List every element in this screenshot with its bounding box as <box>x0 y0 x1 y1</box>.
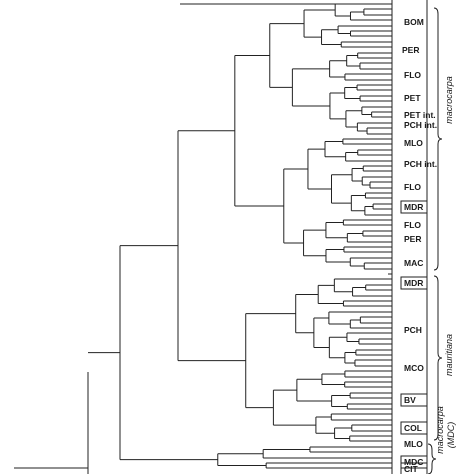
group-bracket <box>427 443 437 474</box>
label-box <box>400 393 428 407</box>
leaf-label: BOM <box>404 17 424 27</box>
group-label: macrocarpa <box>435 406 445 454</box>
label-box <box>400 276 428 290</box>
leaf-label: PET int. <box>404 110 436 120</box>
label-box <box>400 200 428 214</box>
leaf-label: PER <box>404 234 421 244</box>
leaf-label: BV <box>404 395 416 405</box>
group-brackets <box>391 0 443 474</box>
leaf-labels: BOM PER FLO PET PET int. PCH int. MLO PC… <box>402 17 437 474</box>
leaf-label: PER <box>402 45 419 55</box>
dendrogram-branches <box>14 3 388 474</box>
leaf-label: MDR <box>404 202 423 212</box>
leaf-label: FLO <box>404 70 421 80</box>
leaf-ticks <box>388 3 392 469</box>
leaf-label: MDR <box>404 278 423 288</box>
group-labels: macrocarpa mauritiana macrocarpa (MDC) <box>435 76 456 454</box>
leaf-label: PCH int. <box>404 159 437 169</box>
leaf-label: MCO <box>404 363 424 373</box>
leaf-label: MLO <box>404 138 423 148</box>
leaf-label: COL <box>404 423 422 433</box>
label-box <box>400 462 428 474</box>
group-label: mauritiana <box>444 334 454 376</box>
group-bracket <box>433 7 443 271</box>
leaf-label: MAC <box>404 258 423 268</box>
leaf-label: MDC <box>404 457 423 467</box>
leaf-label: FLO <box>404 220 421 230</box>
group-label: macrocarpa <box>444 76 454 124</box>
group-label: (MDC) <box>446 422 456 449</box>
label-box <box>400 421 428 435</box>
leaf-label: FLO <box>404 182 421 192</box>
leaf-label: CIT <box>404 464 419 474</box>
leaf-label: PCH int. <box>404 120 437 130</box>
leaf-label: MLO <box>404 439 423 449</box>
leaf-label: PCH <box>404 325 422 335</box>
group-bracket <box>433 275 443 441</box>
leaf-label: PET <box>404 93 421 103</box>
label-box <box>400 455 428 469</box>
